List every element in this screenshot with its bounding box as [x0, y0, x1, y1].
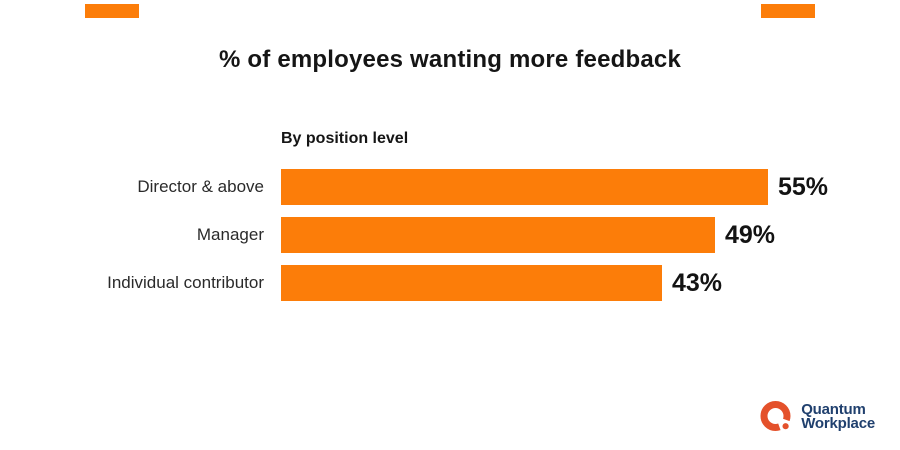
- chart-subtitle: By position level: [281, 130, 409, 147]
- quantum-workplace-logo: Quantum Workplace: [760, 400, 875, 434]
- bar-row: Director & above 55%: [0, 169, 900, 205]
- value-label: 55%: [778, 173, 829, 201]
- value-label: 43%: [672, 269, 723, 297]
- bar-row: Manager 49%: [0, 217, 900, 253]
- category-label: Individual contributor: [107, 273, 264, 292]
- value-label: 49%: [725, 221, 776, 249]
- top-right-accent-bar: [761, 4, 815, 18]
- logo-line2: Workplace: [801, 415, 875, 432]
- logo-line1: Quantum: [801, 400, 866, 418]
- category-label: Manager: [196, 225, 264, 244]
- bar: [281, 217, 715, 253]
- bar: [281, 265, 662, 301]
- bar: [281, 169, 768, 205]
- bar-row: Individual contributor 43%: [0, 265, 900, 301]
- chart-title: % of employees wanting more feedback: [219, 46, 681, 73]
- q-ring-icon: [760, 401, 791, 431]
- top-left-accent-bar: [85, 4, 139, 18]
- category-label: Director & above: [137, 177, 264, 196]
- logo-wordmark: Quantum Workplace: [801, 400, 875, 432]
